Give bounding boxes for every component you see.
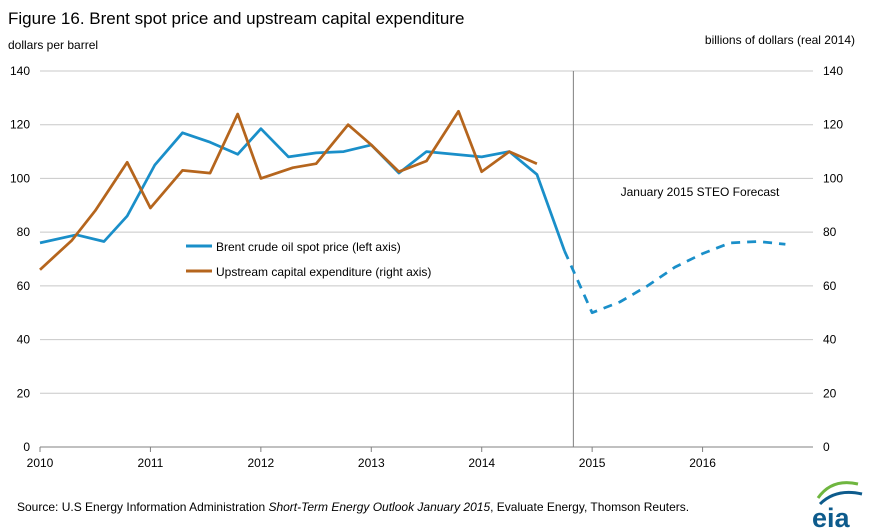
left-tick-label: 40 — [17, 333, 31, 347]
x-tick-label: 2015 — [579, 456, 606, 470]
source-publication: Short-Term Energy Outlook January 2015 — [268, 500, 490, 514]
source-prefix: Source: U.S Energy Information Administr… — [17, 500, 268, 514]
x-axis: 2010 2011 2012 2013 2014 2015 2016 — [27, 446, 813, 470]
legend: Brent crude oil spot price (left axis) U… — [186, 240, 431, 279]
left-axis-label: dollars per barrel — [8, 38, 98, 52]
right-tick-label: 40 — [823, 333, 837, 347]
right-axis-label: billions of dollars (real 2014) — [705, 33, 855, 47]
right-tick-label: 140 — [823, 64, 843, 78]
left-tick-label: 80 — [17, 225, 31, 239]
legend-label-capex: Upstream capital expenditure (right axis… — [216, 265, 431, 279]
right-tick-label: 60 — [823, 279, 837, 293]
right-tick-label: 100 — [823, 171, 843, 185]
series-lines — [39, 109, 786, 315]
left-axis-ticks: 0 20 40 60 80 100 120 140 — [10, 64, 30, 454]
chart-title: Figure 16. Brent spot price and upstream… — [8, 9, 464, 28]
left-tick-label: 100 — [10, 171, 30, 185]
logo-swoosh-top — [816, 481, 859, 499]
right-tick-label: 80 — [823, 225, 837, 239]
left-tick-label: 20 — [17, 386, 31, 400]
legend-label-brent: Brent crude oil spot price (left axis) — [216, 240, 401, 254]
source-suffix: , Evaluate Energy, Thomson Reuters. — [490, 500, 689, 514]
series-forecast-0 — [563, 240, 786, 315]
left-tick-label: 120 — [10, 118, 30, 132]
eia-logo: eia — [812, 481, 863, 530]
x-tick-label: 2013 — [358, 456, 385, 470]
gridlines — [40, 70, 813, 394]
left-tick-label: 60 — [17, 279, 31, 293]
right-axis-ticks: 0 20 40 60 80 100 120 140 — [823, 64, 843, 454]
left-tick-label: 140 — [10, 64, 30, 78]
x-tick-label: 2011 — [138, 456, 164, 470]
right-tick-label: 120 — [823, 118, 843, 132]
right-tick-label: 20 — [823, 386, 837, 400]
x-tick-label: 2012 — [248, 456, 275, 470]
source-note: Source: U.S Energy Information Administr… — [17, 500, 689, 514]
logo-swoosh-bottom — [818, 490, 863, 506]
left-tick-label: 0 — [23, 440, 30, 454]
forecast-marker: January 2015 STEO Forecast — [572, 71, 780, 447]
logo-wordmark: eia — [812, 503, 851, 530]
right-tick-label: 0 — [823, 440, 830, 454]
x-tick-label: 2014 — [468, 456, 495, 470]
forecast-label: January 2015 STEO Forecast — [621, 185, 780, 199]
x-tick-label: 2010 — [27, 456, 54, 470]
series-line-1 — [39, 109, 538, 271]
x-tick-label: 2016 — [689, 456, 716, 470]
